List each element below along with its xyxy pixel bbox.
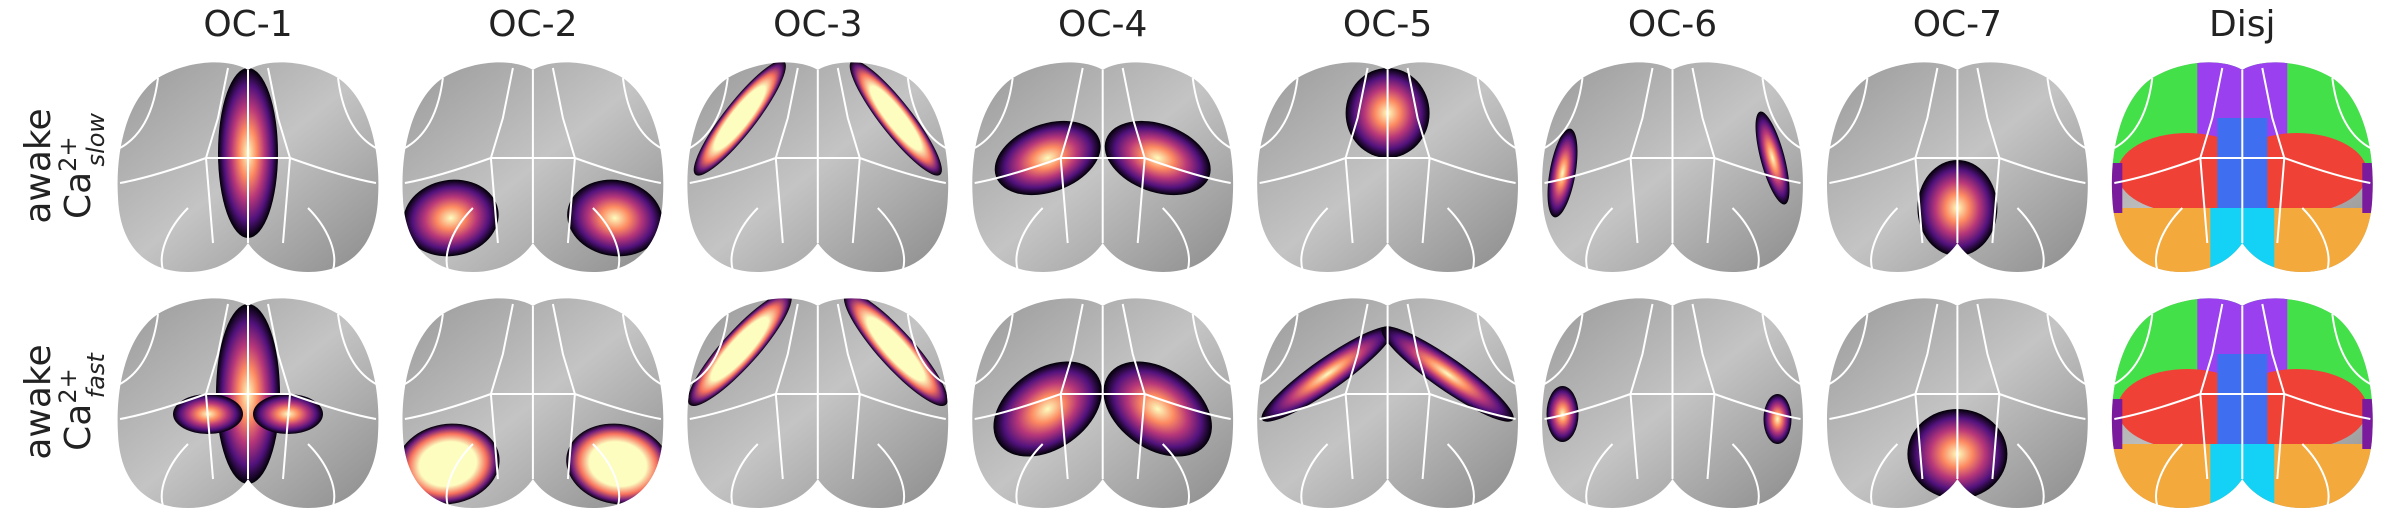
region [2362,399,2373,449]
column-title: OC-6 [1628,4,1717,45]
area-borders [1544,303,1801,507]
brain-map [1542,62,1803,272]
row-label: awake Ca2+fast [18,344,110,459]
ion: Ca [58,404,99,451]
brain-map [972,62,1234,272]
area-borders [974,303,1232,507]
column-title: OC-1 [203,4,292,45]
component-blob [1104,120,1211,196]
overlay [1546,386,1792,444]
brain-map [402,62,664,272]
area-borders [1828,303,2086,507]
brain-map [1257,298,1519,508]
area-borders [1828,67,2086,271]
overlay [693,62,942,176]
area-borders [1259,303,1517,507]
component-blob [994,120,1101,196]
brain-map [402,298,664,508]
component-blob [1763,394,1792,444]
component-blob [403,179,499,257]
area-borders [119,67,377,271]
component-blob [567,179,663,257]
brain-map [117,62,379,272]
component-blob [993,361,1102,457]
row-label: awake Ca2+slow [18,108,110,223]
column-title: OC-4 [1058,4,1147,45]
area-borders [1259,67,1517,271]
area-borders [2113,67,2371,271]
brain-map [687,62,949,272]
area-borders [404,303,662,507]
brain-map [117,298,379,508]
column-title: OC-5 [1343,4,1432,45]
component-blob [687,298,792,407]
kinetics: fast [82,352,110,399]
component-blob [1103,361,1212,457]
kinetics: slow [82,113,110,167]
ion: Ca [58,172,99,219]
column-title: OC-2 [488,4,577,45]
component-blob [402,423,500,505]
brain-map [2111,62,2373,272]
area-borders [404,67,662,271]
overlay [994,120,1211,196]
overlay [1261,326,1514,422]
component-blob [1381,326,1514,422]
area-borders [119,303,377,507]
overlay [993,361,1212,457]
row-ion: Ca2+fast [54,352,110,451]
row-state: awake [18,344,59,459]
overlay [403,179,663,257]
brain-map [1542,298,1803,508]
brain-map [1826,298,2088,508]
component-blob [1261,326,1394,422]
area-borders [974,67,1232,271]
component-blob [849,62,942,176]
component-blob [693,62,786,176]
column-title: Disj [2209,4,2275,45]
brain-map [1257,62,1519,272]
brain-map [687,298,949,508]
component-blob [566,423,664,505]
region [2111,163,2123,213]
brain-map [2111,298,2373,508]
component-blob [1547,128,1578,218]
brain-map [1826,62,2088,272]
overlay [1547,111,1790,218]
row-ion: Ca2+slow [54,113,110,219]
region [2111,399,2123,449]
brain-map [972,298,1234,508]
area-borders [1544,67,1801,271]
overlay [402,423,664,505]
component-blob [843,298,948,407]
component-blob [1755,111,1790,205]
region [2362,163,2373,213]
overlay [687,298,948,407]
charge: 2+ [54,136,82,171]
component-blob [1546,386,1579,442]
row-state: awake [18,108,59,223]
area-borders [2113,303,2371,507]
column-title: OC-7 [1913,4,2002,45]
area-borders [689,67,947,271]
area-borders [689,303,947,507]
charge: 2+ [54,368,82,403]
column-title: OC-3 [773,4,862,45]
